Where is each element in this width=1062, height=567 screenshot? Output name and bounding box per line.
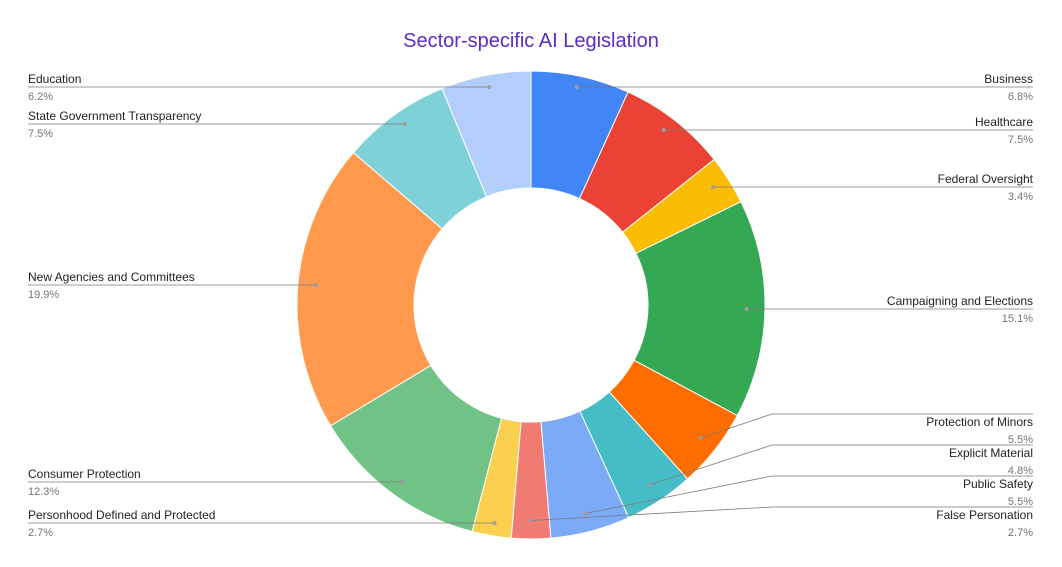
percent-education: 6.2%	[28, 91, 53, 103]
slice-new-agencies-and-committees	[296, 151, 443, 427]
percent-state-government-transparency: 7.5%	[28, 128, 53, 140]
label-consumer-protection: Consumer Protection	[28, 467, 141, 481]
leader-dot-education	[487, 85, 492, 89]
label-federal-oversight: Federal Oversight	[938, 172, 1034, 186]
leader-line-public-safety	[585, 475, 1033, 514]
label-healthcare: Healthcare	[975, 115, 1033, 129]
label-new-agencies-and-committees: New Agencies and Committees	[28, 270, 195, 284]
percent-consumer-protection: 12.3%	[28, 486, 59, 498]
percent-healthcare: 7.5%	[1008, 134, 1033, 146]
leaders-group	[28, 85, 1033, 525]
leader-dot-federal-oversight	[711, 185, 716, 189]
label-business: Business	[984, 72, 1033, 86]
leader-dot-campaigning-and-elections	[744, 307, 749, 311]
label-campaigning-and-elections: Campaigning and Elections	[887, 294, 1033, 308]
leader-dot-state-government-transparency	[402, 122, 407, 126]
percent-business: 6.8%	[1008, 91, 1033, 103]
percent-personhood-defined-and-protected: 2.7%	[28, 527, 53, 539]
leader-dot-explicit-material	[647, 483, 652, 488]
leader-dot-public-safety	[583, 511, 588, 516]
percent-protection-of-minors: 5.5%	[1008, 434, 1033, 446]
percent-public-safety: 5.5%	[1008, 496, 1033, 508]
slices-group	[296, 70, 766, 540]
label-explicit-material: Explicit Material	[949, 446, 1033, 460]
slice-education	[441, 70, 532, 198]
leader-dot-personhood-defined-and-protected	[492, 521, 497, 525]
leader-line-protection-of-minors	[700, 413, 1033, 439]
leader-dot-consumer-protection	[400, 480, 405, 484]
label-public-safety: Public Safety	[963, 477, 1033, 491]
leader-line-explicit-material	[649, 444, 1033, 486]
labels-group: Business 6.8% Healthcare 7.5% Federal Oversi…	[28, 72, 1034, 539]
leader-dot-business	[574, 85, 579, 89]
percent-federal-oversight: 3.4%	[1008, 191, 1033, 203]
percent-campaigning-and-elections: 15.1%	[1002, 313, 1033, 325]
chart-title: Sector-specific AI Legislation	[403, 30, 659, 52]
leader-dot-new-agencies-and-committees	[314, 283, 319, 287]
label-state-government-transparency: State Government Transparency	[28, 109, 201, 123]
leader-dot-healthcare	[661, 128, 666, 132]
percent-false-personation: 2.7%	[1008, 527, 1033, 539]
leader-dot-false-personation	[529, 518, 533, 523]
leader-dot-protection-of-minors	[698, 435, 703, 440]
label-education: Education	[28, 72, 81, 86]
leader-line-false-personation	[530, 506, 1033, 521]
slice-campaigning-and-elections	[633, 200, 766, 417]
label-personhood-defined-and-protected: Personhood Defined and Protected	[28, 508, 215, 522]
percent-new-agencies-and-committees: 19.9%	[28, 289, 59, 301]
percent-explicit-material: 4.8%	[1008, 465, 1033, 477]
label-false-personation: False Personation	[936, 508, 1033, 522]
label-protection-of-minors: Protection of Minors	[926, 415, 1033, 429]
